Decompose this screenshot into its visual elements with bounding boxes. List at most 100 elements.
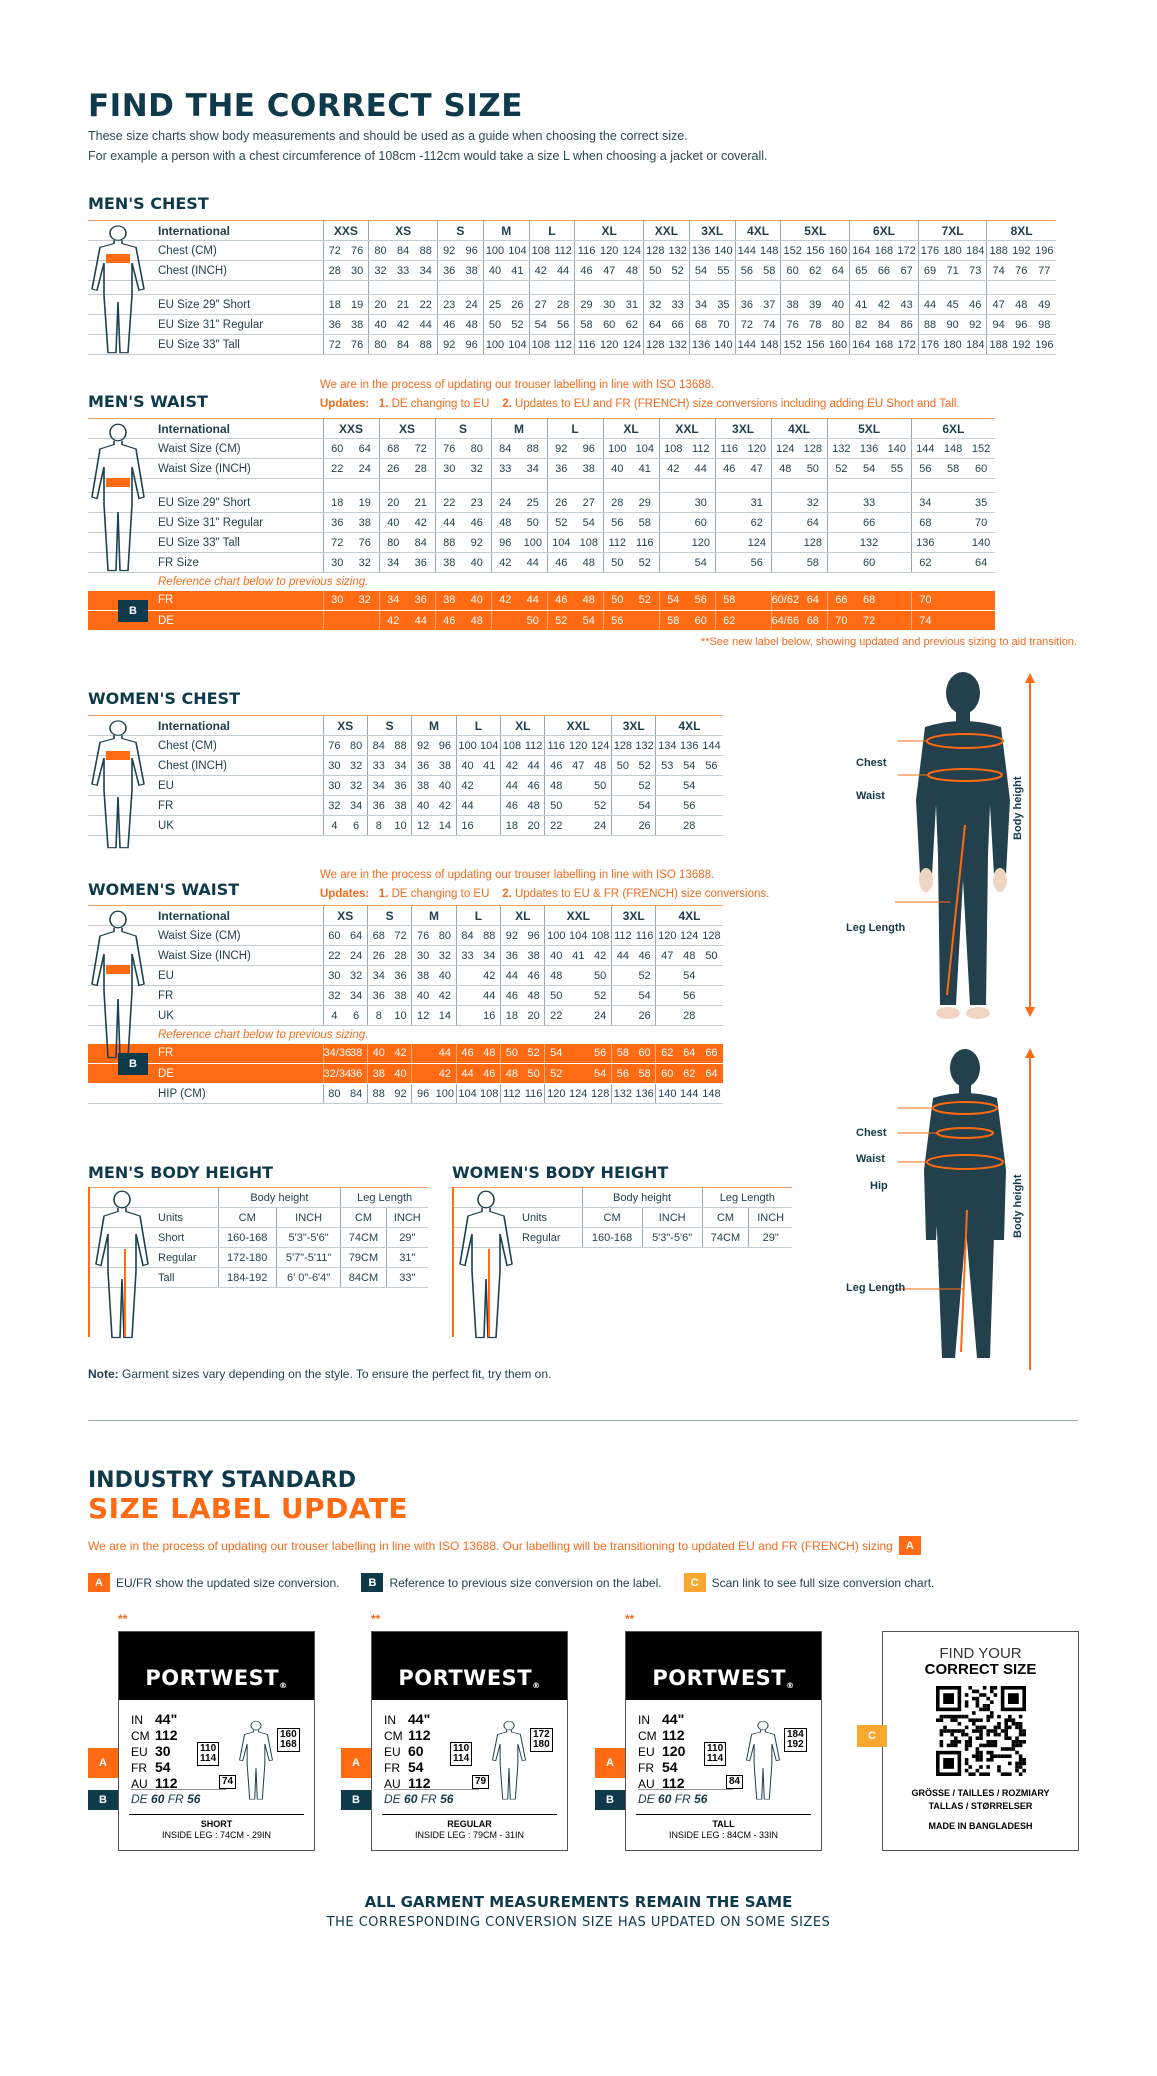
value-cell: 68 xyxy=(378,438,408,459)
value-cell: 80 xyxy=(322,1083,346,1104)
male-silhouette-icon xyxy=(91,423,145,572)
value-cell: 21 xyxy=(391,294,415,315)
value-cell: 136 xyxy=(688,240,713,261)
fit-name: TALL xyxy=(712,1819,735,1829)
transition-mark: ** xyxy=(118,1612,128,1626)
table-row: EU Size 31" Regular 36 38 40 42 44 46 48 50 52 54 5… xyxy=(88,314,1056,335)
size-row-cm: CM 112 xyxy=(384,1728,431,1744)
row-label: EU Size 33" Tall xyxy=(88,532,323,553)
value-cell xyxy=(567,1043,590,1064)
value-cell: 140 xyxy=(712,334,736,355)
size-row-label: EU xyxy=(131,1745,148,1759)
value-cell: 54 xyxy=(678,775,701,796)
value-cell xyxy=(658,552,688,573)
value-cell xyxy=(714,552,744,573)
value-cell: 36 xyxy=(345,1063,368,1084)
spacer xyxy=(322,280,369,295)
womens-waist-notice: We are in the process of updating our tr… xyxy=(320,866,769,904)
value-cell: 108 xyxy=(575,532,604,553)
value-cell xyxy=(351,610,380,631)
value-cell: 68 xyxy=(799,610,828,631)
value-cell: 64 xyxy=(826,260,850,281)
value-cell: 22 xyxy=(322,458,351,479)
value-cell: 33" xyxy=(385,1267,428,1288)
value-cell: 36 xyxy=(546,458,576,479)
value-cell: 58 xyxy=(633,1063,656,1084)
value-cell: 100 xyxy=(544,925,568,946)
value-cell xyxy=(490,610,520,631)
spacer xyxy=(688,280,736,295)
value-cell: 30 xyxy=(322,552,351,573)
size-header: 4XL xyxy=(655,715,723,736)
value-cell: 66 xyxy=(855,512,884,533)
header-row: International XXS XS S M L XL XXL 3XL 4XL 5XL 6XL 7X… xyxy=(88,220,1056,241)
size-row-label: EU xyxy=(384,1745,401,1759)
male-measurement-figure xyxy=(895,672,1035,1019)
header-row: International XS S M L XL XXL 3XL 4XL xyxy=(88,905,723,926)
value-cell: 40 xyxy=(411,985,435,1006)
value-cell: 33 xyxy=(490,458,520,479)
value-cell: 76 xyxy=(780,314,804,335)
value-cell: 29 xyxy=(574,294,598,315)
value-cell: 53 xyxy=(655,755,679,776)
value-cell: 56 xyxy=(687,590,716,611)
size-row-value: 112 xyxy=(155,1727,178,1743)
value-cell: 188 xyxy=(986,334,1010,355)
size-row-in: IN 44" xyxy=(131,1712,178,1728)
value-cell: 30 xyxy=(322,755,346,776)
value-cell: 44 xyxy=(522,755,545,776)
row-label: Waist Size (CM) xyxy=(88,438,323,459)
spacer xyxy=(528,280,575,295)
value-cell: 92 xyxy=(389,1083,412,1104)
value-cell: 72 xyxy=(322,532,351,553)
qr-code[interactable] xyxy=(935,1686,1026,1776)
value-cell xyxy=(700,815,723,836)
row-label: EU Size 29" Short xyxy=(88,492,323,513)
value-cell: 58 xyxy=(658,610,688,631)
value-cell: 23 xyxy=(463,492,492,513)
value-cell: 54 xyxy=(678,755,701,776)
spacer xyxy=(437,280,484,295)
size-header: XXL xyxy=(643,220,690,241)
measure-band-icon xyxy=(106,254,130,263)
value-cell: 22 xyxy=(544,1005,568,1026)
value-cell: 136 xyxy=(910,532,940,553)
value-cell: 152 xyxy=(967,438,996,459)
female-chest-label: Chest xyxy=(856,1127,887,1139)
spacer xyxy=(602,478,660,493)
update-2: Updates to EU and FR (FRENCH) size conve… xyxy=(514,398,960,410)
value-cell: 124 xyxy=(620,334,644,355)
table-row: FR 34/36 38 40 42 44 46 48 50 52 54 56 58 60 62 64 66 xyxy=(88,1043,723,1064)
size-header: 6XL xyxy=(910,418,996,439)
value-cell: 132 xyxy=(666,240,690,261)
table-row: EU Size 33" Tall 72 76 80 84 88 92 96 100 104 108 1… xyxy=(88,532,996,553)
transition-mark: ** xyxy=(371,1612,381,1626)
group-header: Body height xyxy=(581,1187,703,1208)
mens-waist-table: B International XXS XS S M L XL XXL 3XL 4XL 5XL 6XL W… xyxy=(88,418,996,631)
value-cell xyxy=(939,610,968,631)
male-silhouette-icon xyxy=(491,1720,527,1800)
value-cell: 37 xyxy=(758,294,781,315)
fit-name: SHORT xyxy=(200,1819,233,1829)
note-label: Note: xyxy=(88,1367,119,1381)
value-cell: 108 xyxy=(528,240,552,261)
value-cell: 124 xyxy=(770,438,800,459)
female-body-height-label: Body height xyxy=(1012,1174,1024,1238)
value-cell: 38 xyxy=(366,1063,390,1084)
spacer xyxy=(643,280,690,295)
value-cell: 96 xyxy=(460,334,484,355)
value-cell: 128 xyxy=(589,1083,612,1104)
value-cell: 42 xyxy=(389,1043,412,1064)
value-cell: 58 xyxy=(939,458,968,479)
row-label: EU xyxy=(88,965,324,986)
spacer xyxy=(780,280,850,295)
value-cell: 34 xyxy=(345,985,368,1006)
value-cell xyxy=(714,512,744,533)
value-cell: 52 xyxy=(633,755,656,776)
value-cell: 132 xyxy=(855,532,884,553)
table-row: EU Size 29" Short 18 19 20 21 22 23 24 25 26 27 28 2… xyxy=(88,492,996,513)
value-cell: 36 xyxy=(389,965,412,986)
value-cell: 48 xyxy=(522,795,545,816)
value-cell: 92 xyxy=(437,240,461,261)
womens-chest-title: WOMEN'S CHEST xyxy=(88,689,240,708)
